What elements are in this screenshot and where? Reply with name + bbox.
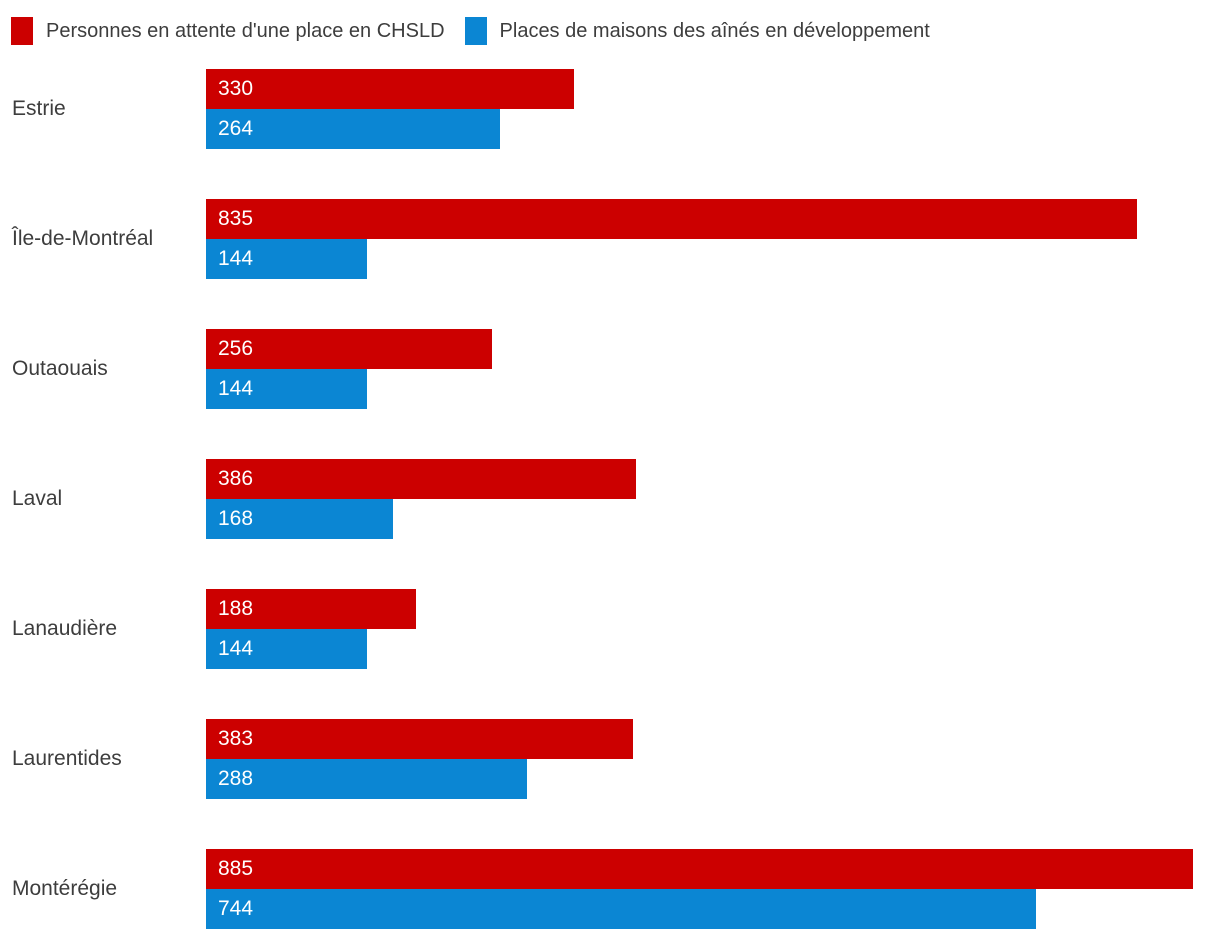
category-label: Laval (12, 487, 63, 510)
category-label: Lanaudière (12, 617, 118, 640)
bar-value-label: 885 (218, 857, 254, 880)
category-label: Laurentides (12, 747, 122, 770)
bar-group: 835 144 (206, 199, 1220, 279)
category-label: Outaouais (12, 357, 108, 380)
bar-chsld: 835 (206, 199, 1137, 239)
bar-maisons-aines: 144 (206, 629, 367, 669)
bar-maisons-aines: 288 (206, 759, 527, 799)
bar-chsld: 330 (206, 69, 574, 109)
bar-group: 188 144 (206, 589, 1220, 669)
bar-group: 885 744 (206, 849, 1220, 929)
bar-value-label: 383 (218, 727, 254, 750)
legend-item: Places de maisons des aînés en développe… (464, 17, 930, 45)
bar-chsld: 383 (206, 719, 633, 759)
bar-value-label: 288 (218, 767, 254, 790)
bar-maisons-aines: 144 (206, 239, 367, 279)
bar-value-label: 188 (218, 597, 254, 620)
chart-row: Lanaudière 188 144 (0, 589, 1220, 669)
bar-group: 256 144 (206, 329, 1220, 409)
bar-group: 383 288 (206, 719, 1220, 799)
bar-chsld: 256 (206, 329, 492, 369)
category-label: Montérégie (12, 877, 118, 900)
bar-value-label: 264 (218, 117, 254, 140)
bar-value-label: 168 (218, 507, 254, 530)
chart-rows: Estrie 330 264 Île-de-Montréal 835 144 O… (0, 69, 1220, 929)
bar-value-label: 144 (218, 247, 254, 270)
bar-value-label: 256 (218, 337, 254, 360)
category-label: Île-de-Montréal (12, 227, 154, 250)
legend-label: Personnes en attente d'une place en CHSL… (46, 19, 445, 42)
bar-maisons-aines: 264 (206, 109, 500, 149)
bar-maisons-aines: 144 (206, 369, 367, 409)
legend-swatch-icon (11, 17, 33, 45)
bar-value-label: 835 (218, 207, 254, 230)
bar-value-label: 386 (218, 467, 254, 490)
legend-label: Places de maisons des aînés en développe… (499, 19, 930, 42)
legend-swatch-icon (464, 17, 487, 45)
bar-value-label: 744 (218, 897, 254, 920)
legend-item: Personnes en attente d'une place en CHSL… (11, 17, 445, 45)
chart-legend: Personnes en attente d'une place en CHSL… (0, 0, 1220, 45)
bar-value-label: 330 (218, 77, 254, 100)
bar-group: 330 264 (206, 69, 1220, 149)
chart-row: Île-de-Montréal 835 144 (0, 199, 1220, 279)
bar-maisons-aines: 744 (206, 889, 1036, 929)
category-label: Estrie (12, 97, 66, 120)
bar-group: 386 168 (206, 459, 1220, 539)
chart-row: Laval 386 168 (0, 459, 1220, 539)
bar-value-label: 144 (218, 637, 254, 660)
chart-row: Montérégie 885 744 (0, 849, 1220, 929)
chart-row: Estrie 330 264 (0, 69, 1220, 149)
chart-row: Laurentides 383 288 (0, 719, 1220, 799)
bar-chsld: 188 (206, 589, 416, 629)
chart-row: Outaouais 256 144 (0, 329, 1220, 409)
bar-value-label: 144 (218, 377, 254, 400)
bar-chsld: 386 (206, 459, 636, 499)
bar-chsld: 885 (206, 849, 1193, 889)
bar-maisons-aines: 168 (206, 499, 393, 539)
